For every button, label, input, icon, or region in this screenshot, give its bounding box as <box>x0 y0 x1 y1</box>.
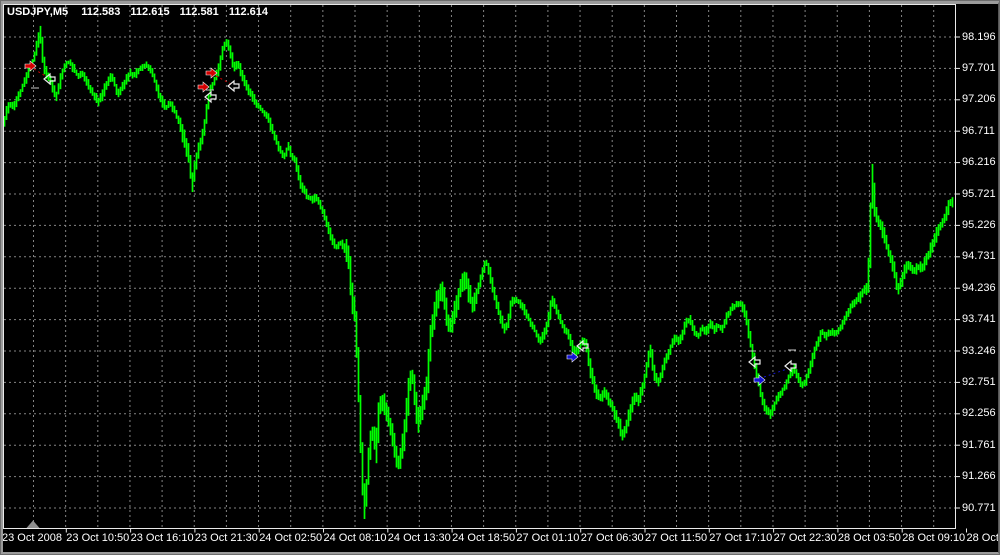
time-axis-label: 28 Oct 14:30 <box>966 532 1000 544</box>
exit-arrow-icon <box>227 79 240 93</box>
symbol-period-label: USDJPY,M5 <box>7 6 69 18</box>
time-axis-label: 23 Oct 10:50 <box>66 532 130 544</box>
buy-arrow-icon <box>753 374 766 386</box>
grid-lines <box>4 5 955 528</box>
price-axis-label: 96.216 <box>962 156 996 169</box>
price-axis-label: 97.206 <box>962 93 996 106</box>
time-axis-label: 27 Oct 22:30 <box>773 532 837 544</box>
axis-ticks <box>65 36 967 533</box>
buy-arrow-icon <box>566 351 579 363</box>
exit-arrow-icon <box>204 90 217 104</box>
exit-arrow-icon <box>43 72 56 86</box>
quote-open: 112.583 <box>81 6 121 18</box>
price-axis-label: 93.246 <box>962 344 996 357</box>
price-axis-label: 91.266 <box>962 470 996 483</box>
trade-connector-line <box>215 75 232 85</box>
chart-title: USDJPY,M5 112.583 112.615 112.581 112.61… <box>7 6 268 18</box>
price-axis-label: 97.701 <box>962 61 996 74</box>
plot-frame <box>3 4 956 529</box>
time-axis-label: 28 Oct 09:10 <box>902 532 966 544</box>
exit-arrow-icon <box>576 339 589 353</box>
price-axis-label: 96.711 <box>962 124 995 137</box>
time-axis-label: 27 Oct 01:10 <box>516 532 580 544</box>
time-axis-label: 27 Oct 06:30 <box>580 532 644 544</box>
time-axis-label: 27 Oct 17:10 <box>709 532 773 544</box>
price-axis-label: 95.226 <box>962 218 996 231</box>
sell-arrow-icon <box>205 67 218 79</box>
time-axis-label: 23 Oct 21:30 <box>194 532 258 544</box>
price-axis-label: 92.256 <box>962 407 996 420</box>
price-axis-label: 98.196 <box>962 30 996 43</box>
exit-arrow-icon <box>748 355 761 369</box>
quote-high: 112.615 <box>130 6 170 18</box>
time-axis-label: 24 Oct 08:10 <box>323 532 387 544</box>
price-axis-label: 95.721 <box>962 187 996 200</box>
price-axis-label: 93.741 <box>962 313 996 326</box>
time-axis[interactable]: 23 Oct 2008 23 Oct 10:50 23 Oct 16:10 23 Oc… <box>0 529 1000 549</box>
time-axis-label: 28 Oct 03:50 <box>837 532 901 544</box>
candlestick-bars <box>4 25 954 519</box>
sell-arrow-icon <box>24 60 37 72</box>
price-axis-label: 92.751 <box>962 375 996 388</box>
time-axis-label: 24 Oct 13:30 <box>387 532 451 544</box>
time-axis-label: 24 Oct 02:50 <box>259 532 323 544</box>
axis-triangle-icon <box>26 520 40 528</box>
trade-connector-line <box>763 368 788 378</box>
exit-arrow-icon <box>784 359 797 373</box>
price-axis-label: 94.731 <box>962 250 996 263</box>
time-axis-label: 23 Oct 2008 <box>2 532 62 544</box>
price-axis[interactable]: 98.196 97.701 97.206 96.711 96.216 95.721 95.2… <box>956 4 1000 529</box>
quote-close: 112.614 <box>228 6 269 18</box>
price-axis-label: 90.771 <box>962 501 996 514</box>
price-axis-label: 91.761 <box>962 438 996 451</box>
time-axis-label: 24 Oct 18:50 <box>452 532 516 544</box>
time-axis-label: 27 Oct 11:50 <box>645 532 708 544</box>
quote-low: 112.581 <box>179 6 219 18</box>
price-axis-label: 94.236 <box>962 281 996 294</box>
time-axis-label: 23 Oct 16:10 <box>130 532 194 544</box>
